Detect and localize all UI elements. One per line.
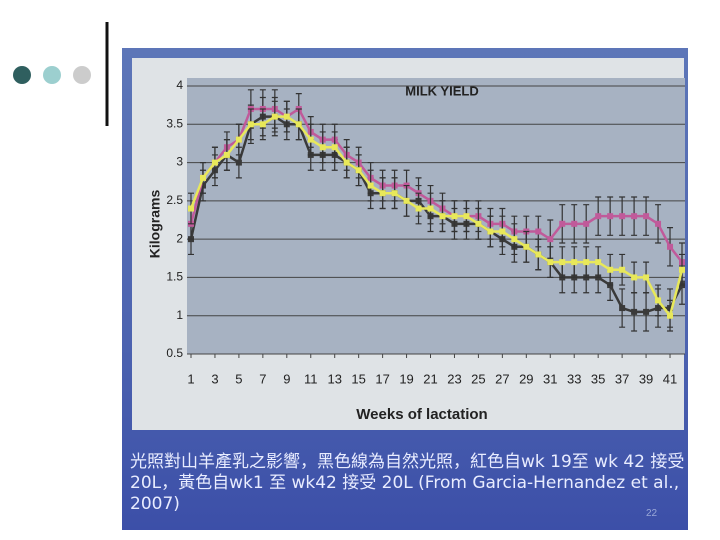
- data-point: [271, 113, 278, 120]
- x-tick-label: 5: [235, 371, 242, 386]
- data-point: [451, 213, 458, 220]
- caption: 光照對山羊產乳之影響，黑色線為自然光照，紅色自wk 19至 wk 42 接受 2…: [130, 452, 685, 514]
- decor-dot: [73, 66, 91, 84]
- x-tick-label: 9: [283, 371, 290, 386]
- x-tick-label: 3: [211, 371, 218, 386]
- y-tick-label: 0.5: [166, 346, 183, 360]
- y-axis-label: Kilograms: [147, 190, 163, 259]
- data-point: [523, 243, 530, 250]
- data-point: [247, 121, 254, 128]
- data-point: [475, 220, 482, 227]
- y-tick-label: 3: [176, 155, 183, 169]
- data-point: [607, 213, 614, 220]
- data-point: [535, 228, 542, 235]
- x-tick-label: 7: [259, 371, 266, 386]
- x-tick-label: 25: [471, 371, 485, 386]
- data-point: [619, 213, 626, 220]
- data-point: [643, 308, 650, 315]
- x-tick-label: 31: [543, 371, 557, 386]
- data-point: [199, 174, 206, 181]
- data-point: [307, 136, 314, 143]
- data-point: [211, 159, 218, 166]
- data-point: [559, 220, 566, 227]
- data-point: [223, 151, 230, 158]
- x-tick-label: 33: [567, 371, 581, 386]
- data-point: [355, 167, 362, 174]
- x-tick-label: 15: [351, 371, 365, 386]
- data-point: [511, 236, 518, 243]
- data-point: [379, 190, 386, 197]
- data-point: [583, 220, 590, 227]
- y-tick-label: 2: [176, 231, 183, 245]
- data-point: [439, 213, 446, 220]
- data-point: [655, 220, 662, 227]
- data-point: [655, 297, 662, 304]
- data-point: [559, 259, 566, 266]
- data-point: [547, 259, 554, 266]
- y-tick-label: 2.5: [166, 193, 183, 207]
- chart-title: MILK YIELD: [405, 83, 478, 98]
- y-tick-label: 1: [176, 308, 183, 322]
- data-point: [343, 159, 350, 166]
- data-point: [643, 213, 650, 220]
- data-point: [631, 274, 638, 281]
- data-point: [643, 274, 650, 281]
- data-point: [547, 236, 554, 243]
- x-tick-label: 23: [447, 371, 461, 386]
- data-point: [367, 182, 374, 189]
- data-point: [595, 259, 602, 266]
- data-point: [631, 308, 638, 315]
- data-point: [619, 266, 626, 273]
- data-point: [319, 144, 326, 151]
- x-tick-label: 27: [495, 371, 509, 386]
- data-point: [667, 312, 674, 319]
- x-tick-label: 19: [399, 371, 413, 386]
- x-tick-label: 35: [591, 371, 605, 386]
- data-point: [583, 259, 590, 266]
- data-point: [391, 190, 398, 197]
- data-point: [259, 121, 266, 128]
- data-point: [415, 205, 422, 212]
- decor-dot: [43, 66, 61, 84]
- x-tick-label: 11: [304, 371, 318, 386]
- data-point: [571, 220, 578, 227]
- data-point: [535, 251, 542, 258]
- data-point: [595, 213, 602, 220]
- x-tick-label: 41: [663, 371, 677, 386]
- data-point: [427, 205, 434, 212]
- data-point: [463, 213, 470, 220]
- x-axis-label: Weeks of lactation: [356, 406, 487, 423]
- data-point: [667, 243, 674, 250]
- x-tick-label: 17: [375, 371, 389, 386]
- x-tick-label: 29: [519, 371, 533, 386]
- data-point: [619, 305, 626, 312]
- data-point: [487, 228, 494, 235]
- data-point: [403, 197, 410, 204]
- data-point: [571, 259, 578, 266]
- data-point: [235, 136, 242, 143]
- decor-dot: [13, 66, 31, 84]
- x-tick-label: 13: [327, 371, 341, 386]
- data-point: [235, 159, 242, 166]
- data-point: [188, 205, 194, 212]
- x-tick-label: 39: [639, 371, 653, 386]
- data-point: [499, 228, 506, 235]
- data-point: [295, 121, 302, 128]
- data-point: [283, 113, 290, 120]
- x-tick-label: 21: [423, 371, 437, 386]
- y-tick-label: 3.5: [166, 116, 183, 130]
- data-point: [679, 266, 685, 273]
- data-point: [607, 266, 614, 273]
- x-tick-label: 1: [187, 371, 194, 386]
- page-number: 22: [646, 508, 658, 519]
- y-tick-label: 4: [176, 78, 183, 92]
- data-point: [331, 144, 338, 151]
- x-tick-label: 37: [615, 371, 629, 386]
- y-tick-label: 1.5: [166, 270, 183, 284]
- data-point: [631, 213, 638, 220]
